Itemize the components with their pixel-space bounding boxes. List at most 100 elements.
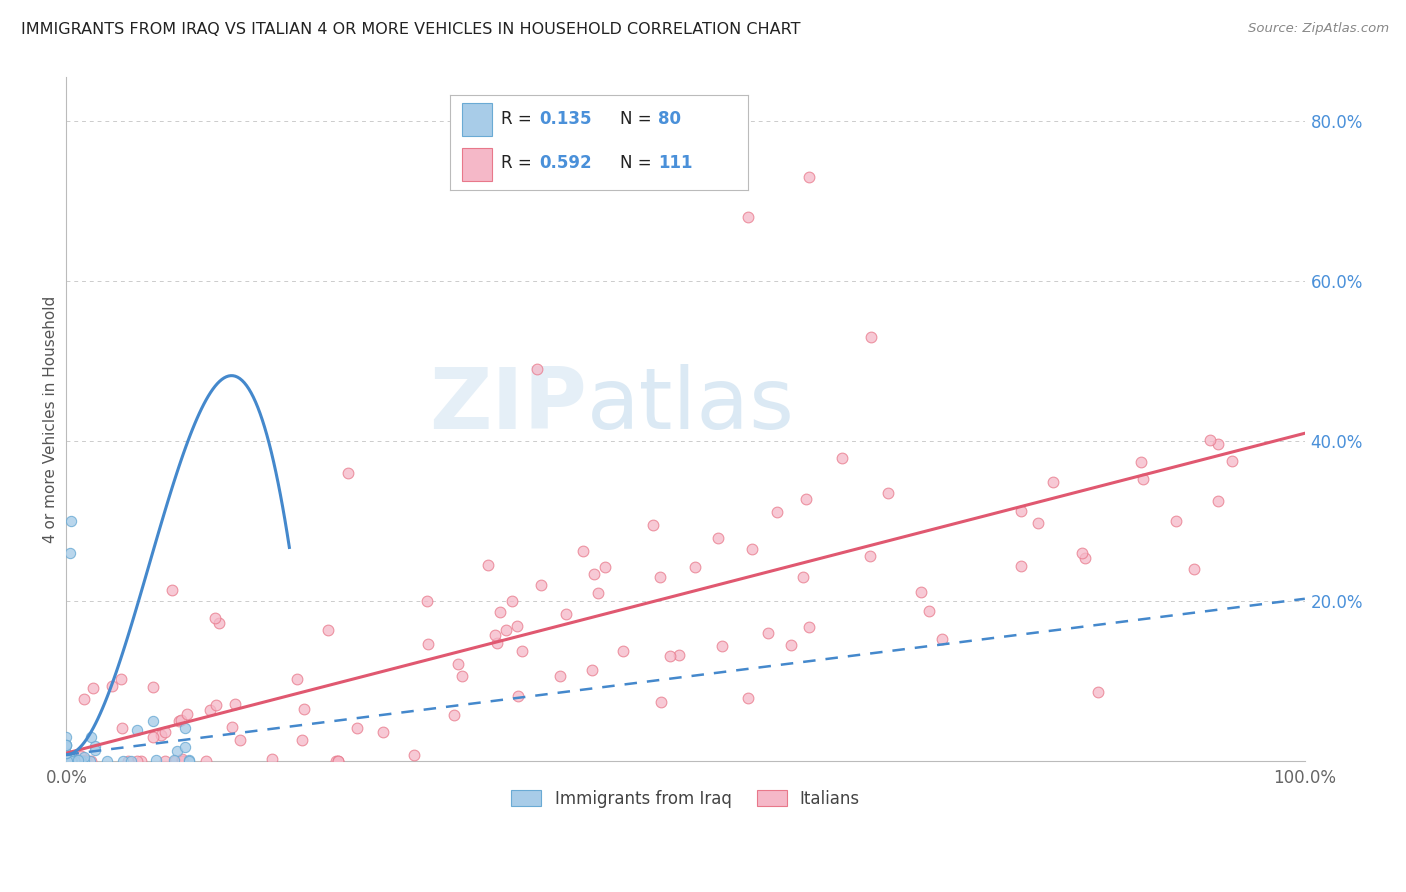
Point bbox=[145, 753, 167, 767]
Point bbox=[485, 636, 508, 650]
Point bbox=[650, 695, 672, 709]
Point bbox=[766, 505, 789, 519]
Point bbox=[799, 170, 821, 185]
Point bbox=[117, 754, 139, 768]
Legend: Immigrants from Iraq, Italians: Immigrants from Iraq, Italians bbox=[505, 783, 866, 814]
Point bbox=[326, 754, 349, 768]
Point bbox=[860, 330, 883, 344]
Point bbox=[501, 594, 523, 608]
Text: atlas: atlas bbox=[586, 364, 794, 447]
Point bbox=[780, 638, 803, 652]
Point bbox=[165, 754, 187, 768]
Point bbox=[177, 753, 200, 767]
Point bbox=[62, 754, 84, 768]
Point bbox=[70, 754, 93, 768]
Point bbox=[142, 681, 165, 695]
Point bbox=[484, 628, 506, 642]
Point bbox=[174, 739, 197, 754]
Point bbox=[172, 754, 194, 768]
Point bbox=[70, 748, 93, 763]
Point bbox=[55, 754, 77, 768]
Point bbox=[55, 752, 77, 766]
Point bbox=[62, 754, 84, 768]
Point bbox=[55, 738, 77, 752]
Text: ZIP: ZIP bbox=[429, 364, 586, 447]
Point bbox=[208, 615, 231, 630]
Point bbox=[55, 754, 77, 768]
Point bbox=[658, 648, 681, 663]
Point bbox=[488, 605, 510, 619]
Point bbox=[59, 753, 82, 767]
Point bbox=[167, 714, 190, 729]
Point bbox=[1206, 494, 1229, 508]
Point bbox=[56, 754, 79, 768]
Point bbox=[56, 753, 79, 767]
Point bbox=[55, 753, 77, 767]
Point bbox=[59, 754, 82, 768]
Point bbox=[1010, 503, 1032, 517]
Point bbox=[204, 611, 226, 625]
Point bbox=[111, 721, 134, 735]
Point bbox=[447, 657, 470, 671]
Point bbox=[58, 754, 80, 768]
Point bbox=[443, 707, 465, 722]
Point bbox=[55, 746, 77, 760]
Point bbox=[550, 669, 572, 683]
Point bbox=[612, 644, 634, 658]
Point bbox=[402, 748, 425, 763]
Point bbox=[260, 751, 283, 765]
Point bbox=[170, 713, 193, 727]
Point bbox=[588, 585, 610, 599]
Point bbox=[73, 754, 96, 768]
Point bbox=[683, 559, 706, 574]
Point bbox=[593, 560, 616, 574]
Point bbox=[56, 754, 79, 768]
Point bbox=[174, 722, 197, 736]
Point bbox=[204, 698, 226, 712]
Point bbox=[55, 754, 77, 768]
Point bbox=[60, 514, 83, 528]
Point bbox=[477, 558, 499, 573]
Point bbox=[737, 691, 759, 706]
Point bbox=[737, 211, 759, 225]
Point bbox=[66, 754, 89, 768]
Point bbox=[176, 707, 198, 722]
Point bbox=[59, 754, 82, 768]
Point bbox=[163, 753, 186, 767]
Point bbox=[416, 594, 439, 608]
Point bbox=[1220, 453, 1243, 467]
Point bbox=[530, 577, 553, 591]
Point bbox=[711, 639, 734, 653]
Point bbox=[110, 673, 132, 687]
Point bbox=[198, 703, 221, 717]
Point bbox=[55, 754, 77, 768]
Point bbox=[831, 451, 853, 466]
Point bbox=[1130, 455, 1153, 469]
Point bbox=[55, 754, 77, 768]
Point bbox=[120, 754, 142, 768]
Point bbox=[581, 663, 603, 677]
Point bbox=[55, 754, 77, 768]
Point bbox=[1206, 436, 1229, 450]
Point bbox=[707, 532, 730, 546]
Point bbox=[63, 754, 86, 768]
Point bbox=[142, 730, 165, 744]
Point bbox=[82, 681, 104, 695]
Point bbox=[79, 754, 101, 768]
Point bbox=[741, 541, 763, 556]
Point bbox=[83, 743, 105, 757]
Point bbox=[58, 754, 80, 768]
Point bbox=[1198, 433, 1220, 447]
Point bbox=[555, 607, 578, 622]
Point bbox=[285, 672, 308, 686]
Point bbox=[131, 754, 153, 768]
Point bbox=[63, 754, 86, 768]
Point bbox=[1010, 558, 1032, 573]
Point bbox=[55, 754, 77, 768]
Point bbox=[166, 744, 188, 758]
Point bbox=[451, 669, 474, 683]
Point bbox=[325, 754, 347, 768]
Point bbox=[96, 754, 118, 768]
Point bbox=[55, 753, 77, 767]
Point bbox=[179, 754, 201, 768]
